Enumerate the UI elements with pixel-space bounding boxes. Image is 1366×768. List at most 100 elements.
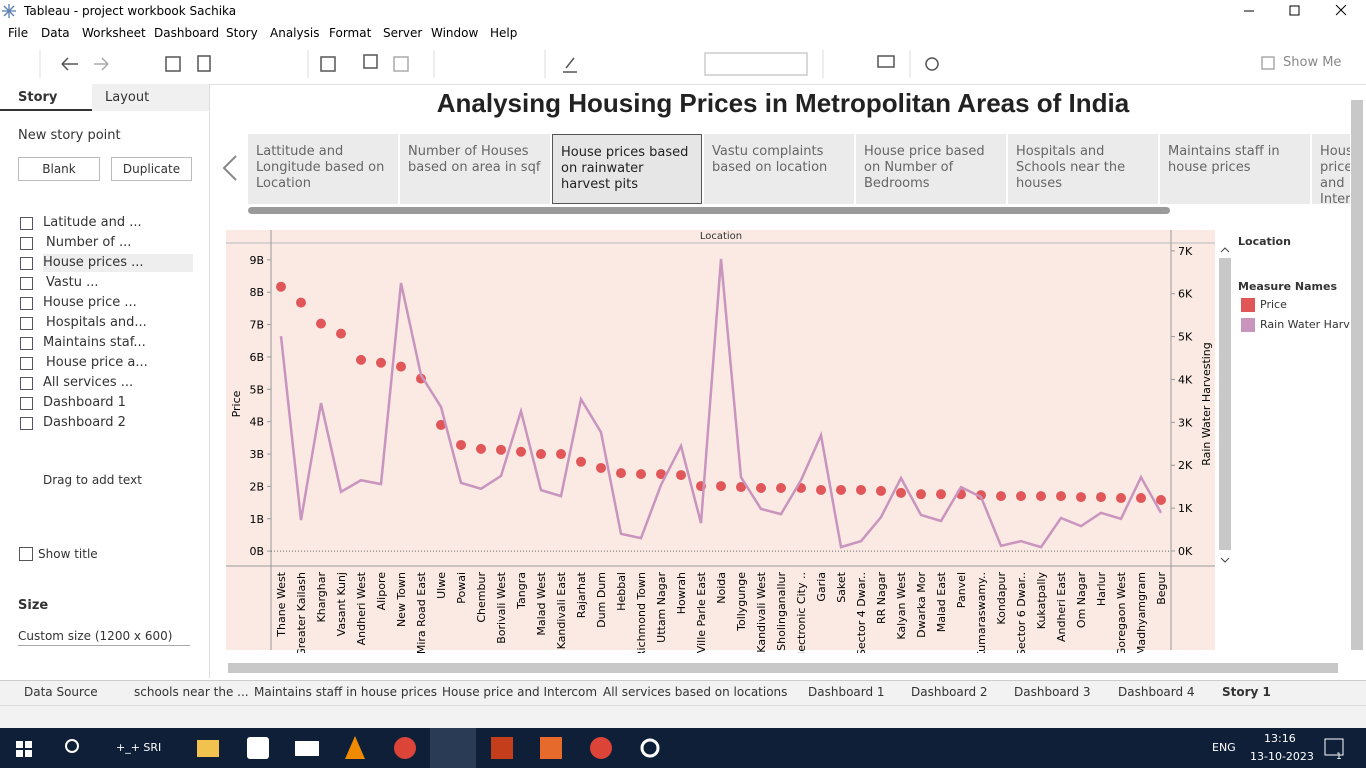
chrome-2[interactable] bbox=[590, 737, 612, 759]
language[interactable]: ENG bbox=[1212, 741, 1236, 754]
mail[interactable] bbox=[295, 741, 319, 756]
show-me[interactable]: Show Me bbox=[1283, 55, 1342, 70]
legend-label[interactable]: Rain Water Harvesting bbox=[1260, 318, 1350, 331]
x-tick-label: Goregaon West bbox=[1115, 571, 1128, 653]
show-me-icon[interactable] bbox=[1261, 56, 1275, 70]
pane-tab[interactable]: Layout bbox=[92, 84, 209, 111]
sheet-tab[interactable]: Dashboard 4 bbox=[1118, 685, 1195, 699]
story-scrollbar[interactable] bbox=[248, 207, 1170, 214]
powerpoint[interactable] bbox=[491, 737, 513, 759]
new-sheet[interactable] bbox=[320, 56, 336, 72]
new-data[interactable] bbox=[197, 55, 211, 72]
size-select[interactable]: Custom size (1200 x 600) bbox=[18, 629, 190, 646]
sheet-tab[interactable]: schools near the ... bbox=[134, 685, 249, 699]
app-icon[interactable] bbox=[247, 737, 269, 759]
menu-item[interactable]: Data bbox=[41, 26, 70, 40]
sheet-tab[interactable]: Maintains staff in house prices bbox=[254, 685, 437, 699]
data-point bbox=[276, 281, 286, 292]
notification-center[interactable] bbox=[1324, 738, 1344, 756]
start-button[interactable] bbox=[16, 741, 32, 757]
story-sheet[interactable]: Dashboard 2 bbox=[43, 415, 126, 430]
sheet-tab[interactable]: Dashboard 1 bbox=[808, 685, 885, 699]
story-sheet[interactable]: Vastu ... bbox=[46, 275, 99, 290]
duplicate-sheet[interactable] bbox=[363, 54, 378, 69]
show-title[interactable]: Show title bbox=[38, 547, 98, 561]
sheet-icon bbox=[20, 297, 33, 310]
button[interactable]: Duplicate bbox=[111, 157, 192, 181]
menu-item[interactable]: Dashboard bbox=[154, 26, 220, 40]
menu-item[interactable]: Story bbox=[226, 26, 258, 40]
share[interactable] bbox=[925, 57, 939, 71]
horizontal-scrollbar[interactable] bbox=[228, 663, 1338, 673]
story-sheet[interactable]: Dashboard 1 bbox=[43, 395, 126, 410]
chart-scroll-thumb[interactable] bbox=[1219, 258, 1231, 550]
x-tick-label: Kalyan West bbox=[895, 571, 908, 639]
highlight[interactable] bbox=[563, 57, 577, 73]
close[interactable] bbox=[1335, 4, 1347, 16]
story-sheet[interactable]: House prices ... bbox=[43, 254, 193, 272]
sheet-tab[interactable]: Dashboard 3 bbox=[1014, 685, 1091, 699]
chrome[interactable] bbox=[394, 737, 416, 759]
sheet-tab[interactable]: Story 1 bbox=[1222, 685, 1271, 699]
story-sheet[interactable]: House price a... bbox=[46, 355, 148, 370]
menu-item[interactable]: Analysis bbox=[270, 26, 320, 40]
back[interactable] bbox=[61, 57, 78, 71]
menu-item[interactable]: Window bbox=[431, 26, 479, 40]
tableau-active[interactable] bbox=[430, 728, 476, 768]
vertical-scrollbar[interactable] bbox=[1351, 100, 1363, 650]
app-orange[interactable] bbox=[540, 737, 562, 759]
story-point[interactable]: Vastu complaints based on location bbox=[704, 134, 854, 204]
sheet-tab[interactable]: Dashboard 2 bbox=[911, 685, 988, 699]
menu-item[interactable]: Worksheet bbox=[82, 26, 146, 40]
data-point bbox=[376, 357, 386, 368]
checkbox[interactable] bbox=[19, 547, 33, 561]
story-sheet[interactable]: Hospitals and... bbox=[46, 315, 147, 330]
drag-text[interactable]: Drag to add text bbox=[43, 473, 142, 487]
vlc[interactable] bbox=[345, 736, 365, 759]
story-point[interactable]: House price based on Number of Bedrooms bbox=[856, 134, 1006, 204]
clear[interactable] bbox=[393, 56, 409, 72]
story-sheet[interactable]: Number of ... bbox=[46, 235, 132, 250]
menu-item[interactable]: Server bbox=[383, 26, 423, 40]
story-point[interactable]: House price and Intercom bbox=[1312, 134, 1350, 204]
story-sheet[interactable]: House price ... bbox=[43, 295, 137, 310]
x-tick-label: Kukatpally bbox=[1035, 572, 1048, 630]
presentation[interactable] bbox=[877, 55, 895, 68]
menu-item[interactable]: Format bbox=[329, 26, 372, 40]
restore[interactable] bbox=[1289, 5, 1300, 16]
x-tick-label: Kumaraswamy.. bbox=[975, 572, 988, 653]
story-point[interactable]: Lattitude and Longitude based on Locatio… bbox=[248, 134, 398, 204]
search[interactable] bbox=[65, 739, 79, 753]
menu-item[interactable]: File bbox=[8, 26, 29, 40]
menu-item[interactable]: Help bbox=[490, 26, 518, 40]
story-sheet[interactable]: All services ... bbox=[43, 375, 134, 390]
explorer[interactable] bbox=[197, 740, 219, 757]
data-point bbox=[636, 469, 646, 480]
data-point bbox=[356, 354, 366, 365]
save[interactable] bbox=[165, 56, 181, 72]
previous-point[interactable] bbox=[222, 155, 237, 181]
data-point bbox=[1096, 492, 1106, 503]
x-tick-label: Electronic City .. bbox=[795, 572, 808, 653]
sheet-tab[interactable]: Data Source bbox=[24, 685, 98, 699]
chart-scrollbar bbox=[1219, 247, 1231, 563]
forward[interactable] bbox=[94, 57, 109, 71]
data-point bbox=[1156, 494, 1166, 505]
sheet-tab[interactable]: House price and Intercom bbox=[442, 685, 598, 699]
sheet-tab[interactable]: All services based on locations bbox=[603, 685, 788, 699]
story-point[interactable]: Maintains staff in house prices bbox=[1160, 134, 1310, 204]
data-point bbox=[596, 462, 606, 473]
story-point[interactable]: Number of Houses based on area in sqf bbox=[400, 134, 550, 204]
story-point[interactable]: House prices based on rainwater harvest … bbox=[552, 134, 702, 204]
story-sheet[interactable]: Latitude and ... bbox=[43, 215, 142, 230]
sheet-icon bbox=[20, 357, 33, 370]
legend-label[interactable]: Price bbox=[1260, 298, 1287, 311]
y-tick-label: 0B bbox=[249, 545, 264, 558]
button[interactable]: Blank bbox=[18, 157, 100, 181]
pane-tab[interactable]: Story bbox=[0, 84, 92, 111]
story-point[interactable]: Hospitals and Schools near the houses bbox=[1008, 134, 1158, 204]
user[interactable]: +_+ SRI bbox=[116, 741, 162, 754]
settings[interactable] bbox=[640, 738, 660, 758]
fit-dropdown[interactable] bbox=[704, 52, 808, 76]
story-sheet[interactable]: Maintains staf... bbox=[43, 335, 146, 350]
